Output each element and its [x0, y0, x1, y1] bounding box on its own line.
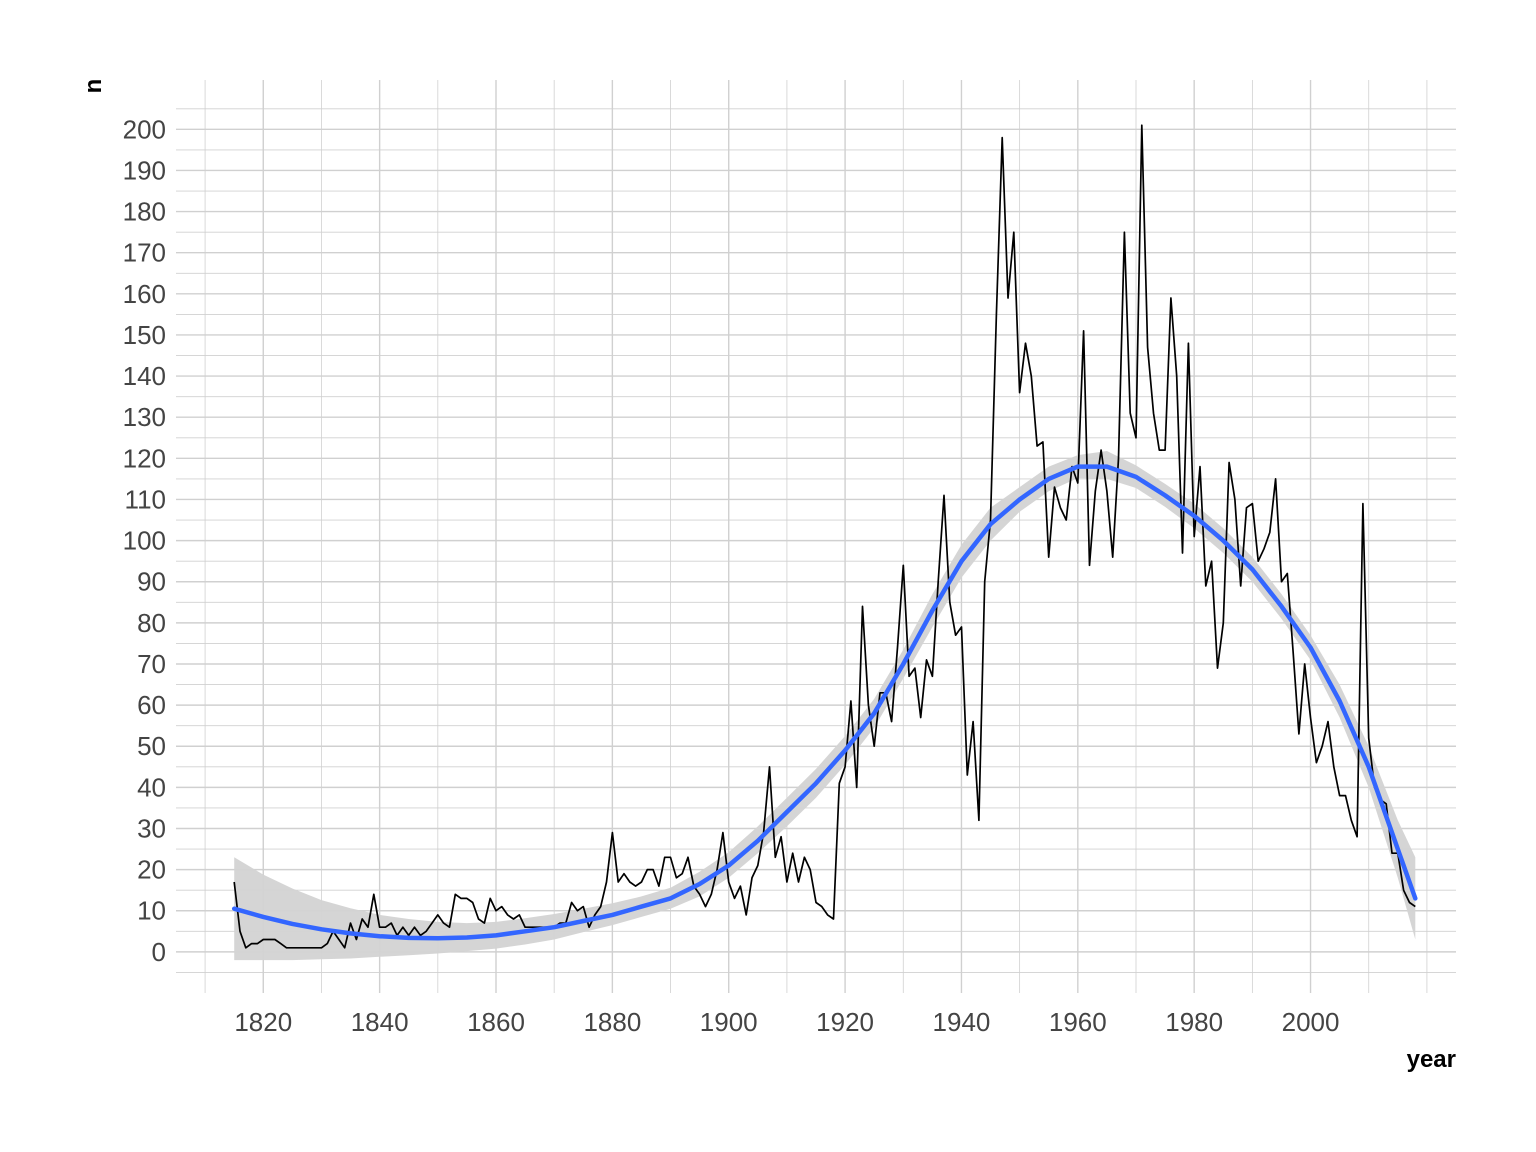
grid-lines	[176, 80, 1456, 993]
y-tick-label: 180	[123, 197, 166, 227]
y-tick-label: 10	[137, 896, 166, 926]
y-tick-label: 80	[137, 608, 166, 638]
x-tick-label: 1940	[933, 1007, 991, 1037]
x-tick-label: 1920	[816, 1007, 874, 1037]
y-tick-label: 160	[123, 279, 166, 309]
y-tick-label: 40	[137, 772, 166, 802]
y-tick-label: 110	[125, 484, 166, 514]
y-axis-title: n	[80, 79, 107, 94]
x-tick-label: 1820	[234, 1007, 292, 1037]
y-tick-label: 150	[123, 320, 166, 350]
y-tick-label: 90	[137, 567, 166, 597]
y-axis-ticks: 0 10 20 30 40 50 60 70 80 90 100 110 120 130 140 150 160…	[123, 114, 166, 967]
confidence-band-area	[234, 451, 1416, 961]
y-tick-label: 190	[123, 155, 166, 185]
x-tick-label: 1860	[467, 1007, 525, 1037]
y-tick-label: 200	[123, 114, 166, 144]
y-tick-label: 20	[137, 855, 166, 885]
x-axis-ticks: 1820 1840 1860 1880 1900 1920 1940 1960 1980 2000	[234, 1007, 1339, 1037]
series-line	[233, 124, 1416, 949]
y-tick-label: 130	[123, 402, 166, 432]
x-tick-label: 2000	[1282, 1007, 1340, 1037]
y-tick-label: 50	[137, 731, 166, 761]
y-tick-label: 70	[137, 649, 166, 679]
x-tick-label: 1840	[351, 1007, 409, 1037]
y-tick-label: 140	[123, 361, 166, 391]
confidence-band	[234, 451, 1416, 961]
x-tick-label: 1960	[1049, 1007, 1107, 1037]
x-tick-label: 1880	[583, 1007, 641, 1037]
y-tick-label: 0	[152, 937, 166, 967]
x-axis-title: year	[1407, 1046, 1456, 1073]
y-tick-label: 30	[137, 813, 166, 843]
x-tick-label: 1900	[700, 1007, 758, 1037]
smooth-series	[231, 464, 1418, 941]
x-tick-label: 1980	[1165, 1007, 1223, 1037]
smooth-line	[231, 464, 1418, 941]
y-tick-label: 170	[123, 238, 166, 268]
y-tick-label: 100	[123, 526, 166, 556]
y-tick-label: 120	[123, 443, 166, 473]
data-series	[233, 124, 1416, 949]
y-tick-label: 60	[137, 690, 166, 720]
